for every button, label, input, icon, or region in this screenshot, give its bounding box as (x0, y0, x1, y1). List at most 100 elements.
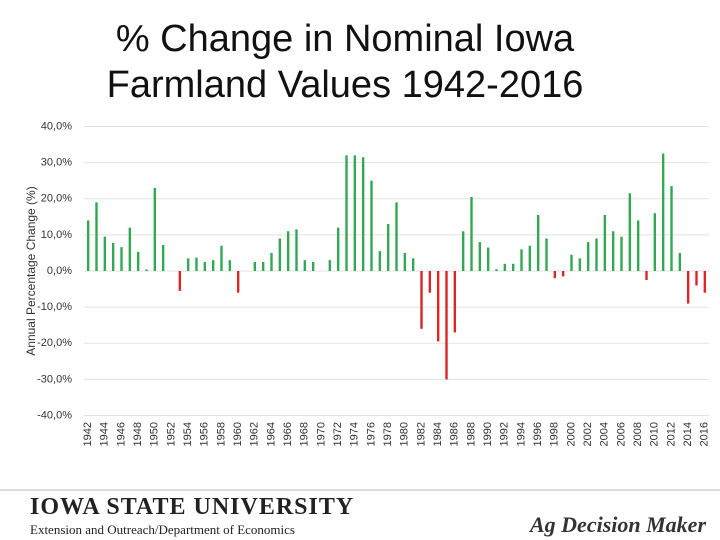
y-tick-label: 20,0% (41, 193, 72, 205)
bar (203, 261, 207, 271)
bar (595, 238, 598, 271)
bar (386, 224, 390, 271)
bar (636, 220, 640, 271)
bar (470, 196, 473, 271)
bar (86, 220, 90, 271)
bar (103, 236, 107, 271)
x-tick-label: 2006 (615, 422, 627, 446)
bar (261, 261, 265, 271)
y-tick-label: -40,0% (37, 409, 72, 421)
x-tick-label: 1990 (482, 422, 494, 446)
bar (553, 271, 557, 279)
bar (570, 254, 573, 271)
bar (545, 238, 548, 271)
x-tick-label: 1970 (315, 422, 327, 446)
y-tick-label: -30,0% (37, 373, 72, 385)
bar (395, 202, 398, 271)
bar (361, 157, 365, 271)
bar (670, 186, 673, 271)
bar (528, 245, 532, 271)
bar (220, 245, 223, 271)
bar (336, 227, 340, 271)
bar (495, 269, 498, 271)
bar (436, 271, 440, 342)
x-tick-label: 1956 (199, 422, 211, 446)
bar (370, 180, 373, 271)
university: IOWA STATE UNIVERSITY (30, 494, 355, 520)
bar (453, 271, 457, 333)
bar (661, 153, 665, 271)
bar (161, 244, 165, 271)
x-tick-label: 1972 (332, 422, 344, 446)
bar (211, 260, 215, 271)
x-tick-label: 1966 (282, 422, 294, 446)
x-tick-label: 1976 (365, 422, 377, 446)
y-tick-label: -10,0% (37, 301, 72, 313)
bar (178, 271, 182, 291)
bar (120, 247, 123, 271)
x-tick-label: 1960 (232, 422, 244, 446)
bar (353, 155, 357, 271)
bar (128, 227, 132, 271)
x-tick-label: 2004 (599, 422, 611, 446)
x-tick-label: 2012 (665, 422, 677, 446)
y-tick-label: 30,0% (41, 157, 72, 169)
bar (428, 271, 432, 293)
x-tick-label: 1996 (532, 422, 544, 446)
x-tick-label: 1948 (132, 422, 144, 446)
x-tick-label: 1986 (449, 422, 461, 446)
y-tick-label: -20,0% (37, 337, 72, 349)
x-tick-label: 1944 (99, 422, 111, 446)
x-tick-label: 2008 (632, 422, 644, 446)
bar (561, 271, 565, 277)
bar (270, 252, 273, 271)
y-tick-label: 40,0% (41, 120, 72, 132)
bar (228, 260, 232, 271)
x-tick-label: 1982 (415, 422, 427, 446)
x-tick-label: 1992 (499, 422, 511, 446)
x-tick-label: 1984 (432, 422, 444, 446)
x-tick-label: 1974 (349, 422, 361, 446)
bar (603, 215, 607, 271)
bar (195, 257, 198, 271)
bar (503, 263, 507, 271)
x-tick-label: 2016 (699, 422, 711, 446)
x-tick-label: 1954 (182, 422, 194, 446)
x-tick-label: 2014 (682, 422, 694, 446)
x-tick-label: 1968 (299, 422, 311, 446)
y-tick-label: 0,0% (47, 265, 72, 277)
bar (378, 251, 382, 271)
x-tick-label: 1946 (115, 422, 127, 446)
bar (278, 238, 282, 271)
bar (653, 213, 657, 271)
x-tick-label: 1952 (165, 422, 177, 446)
bar (511, 263, 515, 271)
x-tick-label: 1988 (465, 422, 477, 446)
y-tick-label: 10,0% (41, 229, 72, 241)
bar (703, 271, 707, 293)
x-tick-label: 1978 (382, 422, 394, 446)
x-tick-label: 1950 (149, 422, 161, 446)
bar (628, 193, 632, 271)
chart-title: % Change in Nominal Iowa Farmland Values… (106, 18, 584, 106)
bar (253, 261, 257, 271)
x-tick-label: 1980 (399, 422, 411, 446)
bar (111, 242, 115, 271)
bar (295, 229, 298, 271)
bar (520, 249, 523, 271)
bar (153, 187, 157, 271)
x-tick-label: 1994 (515, 422, 527, 446)
bar (678, 252, 682, 271)
x-tick-label: 1998 (549, 422, 561, 446)
y-axis-label: Annual Percentage Change (%) (24, 186, 38, 355)
bar (303, 260, 307, 271)
bar (311, 261, 315, 271)
bar (420, 271, 423, 329)
x-tick-label: 2010 (649, 422, 661, 446)
bar (236, 271, 240, 293)
bar (445, 271, 448, 380)
bar (145, 269, 148, 271)
bar (403, 252, 407, 271)
